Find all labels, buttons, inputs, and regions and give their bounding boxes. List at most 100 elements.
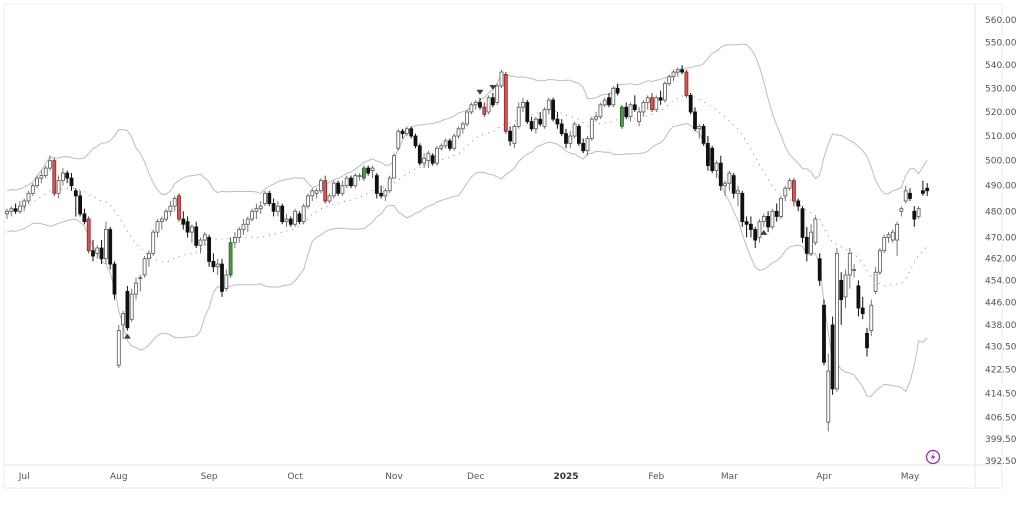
candle[interactable] [740, 190, 745, 227]
candle[interactable] [48, 155, 52, 171]
candle[interactable] [551, 97, 555, 122]
candle[interactable] [697, 123, 702, 139]
candle[interactable] [35, 175, 39, 189]
candle[interactable] [168, 200, 173, 217]
candle[interactable] [469, 102, 474, 115]
candle[interactable] [813, 216, 818, 246]
candle[interactable] [134, 277, 138, 300]
candle[interactable] [568, 131, 573, 149]
candle[interactable] [508, 126, 513, 146]
candle[interactable] [456, 126, 461, 139]
candle[interactable] [112, 261, 117, 300]
candle[interactable] [744, 216, 749, 238]
candle[interactable] [886, 232, 891, 243]
candle[interactable] [69, 173, 74, 191]
candle[interactable] [409, 126, 414, 139]
candle[interactable] [878, 248, 882, 275]
candle[interactable] [306, 193, 310, 209]
candle[interactable] [340, 180, 345, 196]
candle[interactable] [5, 208, 9, 220]
candle[interactable] [774, 203, 779, 222]
candle[interactable] [701, 123, 706, 146]
candle[interactable] [392, 153, 396, 179]
candle[interactable] [73, 188, 78, 217]
candle[interactable] [589, 116, 594, 141]
candle[interactable] [826, 353, 831, 432]
candle[interactable] [39, 170, 44, 184]
candle[interactable] [607, 93, 611, 108]
candle[interactable] [172, 195, 177, 212]
candle[interactable] [323, 175, 328, 204]
candle[interactable] [65, 170, 70, 184]
candle[interactable] [138, 274, 143, 292]
candle[interactable] [56, 175, 61, 199]
candle[interactable] [228, 237, 233, 278]
candle[interactable] [667, 74, 672, 86]
candle[interactable] [749, 216, 753, 238]
candle[interactable] [387, 175, 392, 194]
candle[interactable] [757, 219, 762, 243]
candle[interactable] [52, 158, 57, 196]
candle[interactable] [628, 102, 633, 122]
candle[interactable] [310, 188, 315, 201]
candle[interactable] [121, 310, 125, 340]
candle[interactable] [413, 133, 418, 149]
candle[interactable] [714, 160, 719, 179]
candle[interactable] [499, 69, 504, 89]
candle[interactable] [263, 190, 267, 207]
candle[interactable] [267, 190, 272, 207]
candle[interactable] [164, 208, 169, 222]
candle[interactable] [374, 173, 379, 199]
candle[interactable] [512, 123, 517, 149]
candle[interactable] [882, 234, 887, 254]
candle[interactable] [202, 232, 207, 246]
candle[interactable] [22, 198, 27, 212]
candle[interactable] [602, 97, 607, 108]
candle[interactable] [478, 97, 482, 110]
candle[interactable] [908, 188, 912, 201]
time-axis[interactable]: Jul Aug Sep Oct Nov Dec 2025 Feb Mar Apr May [18, 472, 920, 482]
candle[interactable] [82, 208, 87, 225]
candle[interactable] [921, 180, 925, 196]
candle[interactable] [856, 280, 861, 317]
candle[interactable] [318, 178, 323, 194]
candle[interactable] [727, 170, 732, 191]
candle[interactable] [546, 97, 551, 115]
candle[interactable] [516, 102, 521, 129]
candle[interactable] [800, 206, 805, 243]
candle[interactable] [142, 256, 147, 278]
candle[interactable] [430, 153, 435, 166]
candle[interactable] [13, 203, 18, 214]
candle[interactable] [869, 299, 874, 337]
candle[interactable] [809, 224, 813, 257]
candle[interactable] [417, 143, 422, 166]
candle[interactable] [654, 95, 659, 112]
lightning-icon[interactable] [925, 449, 941, 465]
candle[interactable] [925, 183, 930, 196]
candle[interactable] [336, 180, 341, 196]
candle[interactable] [830, 316, 835, 395]
candle[interactable] [645, 95, 650, 110]
candle[interactable] [521, 97, 525, 112]
candle[interactable] [783, 185, 788, 201]
candle[interactable] [207, 234, 212, 267]
candle[interactable] [314, 188, 319, 199]
candle[interactable] [465, 109, 470, 127]
candle[interactable] [796, 198, 801, 212]
candle[interactable] [237, 226, 242, 243]
candle[interactable] [564, 128, 568, 149]
candle[interactable] [435, 145, 439, 166]
candle[interactable] [585, 136, 590, 156]
candle[interactable] [370, 165, 375, 179]
candle[interactable] [353, 173, 358, 189]
candle[interactable] [224, 269, 229, 292]
candle[interactable] [684, 69, 689, 98]
candle[interactable] [534, 116, 538, 134]
candle[interactable] [396, 128, 401, 151]
candle[interactable] [91, 240, 95, 262]
candle[interactable] [490, 93, 495, 108]
candle[interactable] [125, 285, 130, 331]
candle[interactable] [916, 206, 921, 220]
candle[interactable] [284, 213, 289, 227]
candle[interactable] [843, 269, 848, 309]
